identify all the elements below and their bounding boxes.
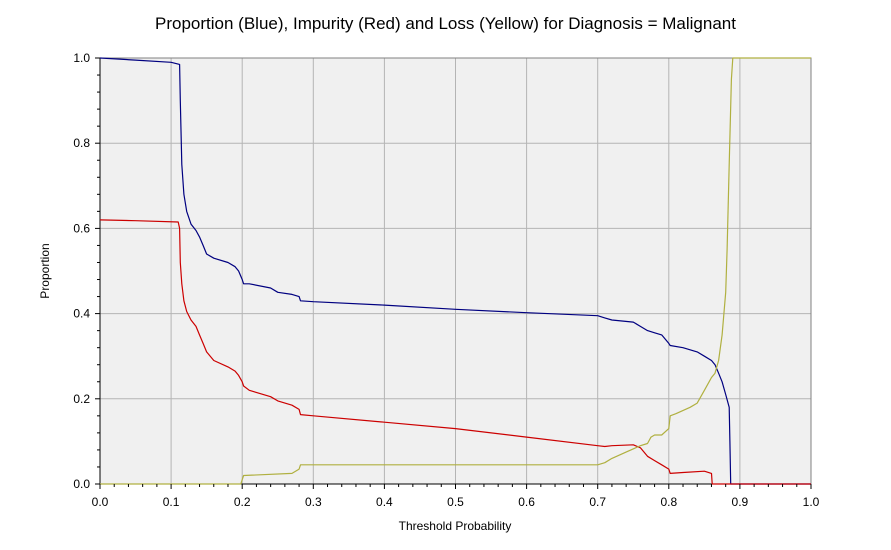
x-axis-title: Threshold Probability bbox=[399, 519, 512, 533]
tick-layer: 0.0 0.1 0.2 0.3 0.4 0.5 0.6 0.7 0.8 0.9 1.0 0.0 0.2 0… bbox=[73, 51, 819, 509]
y-tick-label: 0.0 bbox=[73, 477, 90, 491]
y-tick-label: 1.0 bbox=[73, 51, 90, 65]
x-tick-label: 0.0 bbox=[92, 495, 109, 509]
x-tick-label: 0.5 bbox=[447, 495, 464, 509]
series-line-impurity bbox=[99, 219, 811, 485]
x-tick-label: 0.9 bbox=[732, 495, 749, 509]
x-tick-label: 1.0 bbox=[803, 495, 820, 509]
y-tick-label: 0.8 bbox=[73, 136, 90, 150]
y-axis-title: Proportion bbox=[38, 243, 52, 298]
series-layer bbox=[99, 57, 811, 485]
x-tick-label: 0.7 bbox=[589, 495, 606, 509]
x-tick-label: 0.2 bbox=[234, 495, 251, 509]
x-tick-label: 0.6 bbox=[518, 495, 535, 509]
x-tick-label: 0.4 bbox=[376, 495, 393, 509]
series-line-loss bbox=[100, 57, 811, 485]
y-tick-label: 0.4 bbox=[73, 307, 90, 321]
y-tick-label: 0.2 bbox=[73, 392, 90, 406]
x-tick-label: 0.3 bbox=[305, 495, 322, 509]
grid-lines bbox=[100, 58, 811, 484]
series-line-proportion bbox=[99, 57, 811, 485]
y-tick-label: 0.6 bbox=[73, 221, 90, 235]
x-tick-label: 0.8 bbox=[660, 495, 677, 509]
x-tick-label: 0.1 bbox=[163, 495, 180, 509]
chart-title: Proportion (Blue), Impurity (Red) and Lo… bbox=[155, 14, 736, 33]
